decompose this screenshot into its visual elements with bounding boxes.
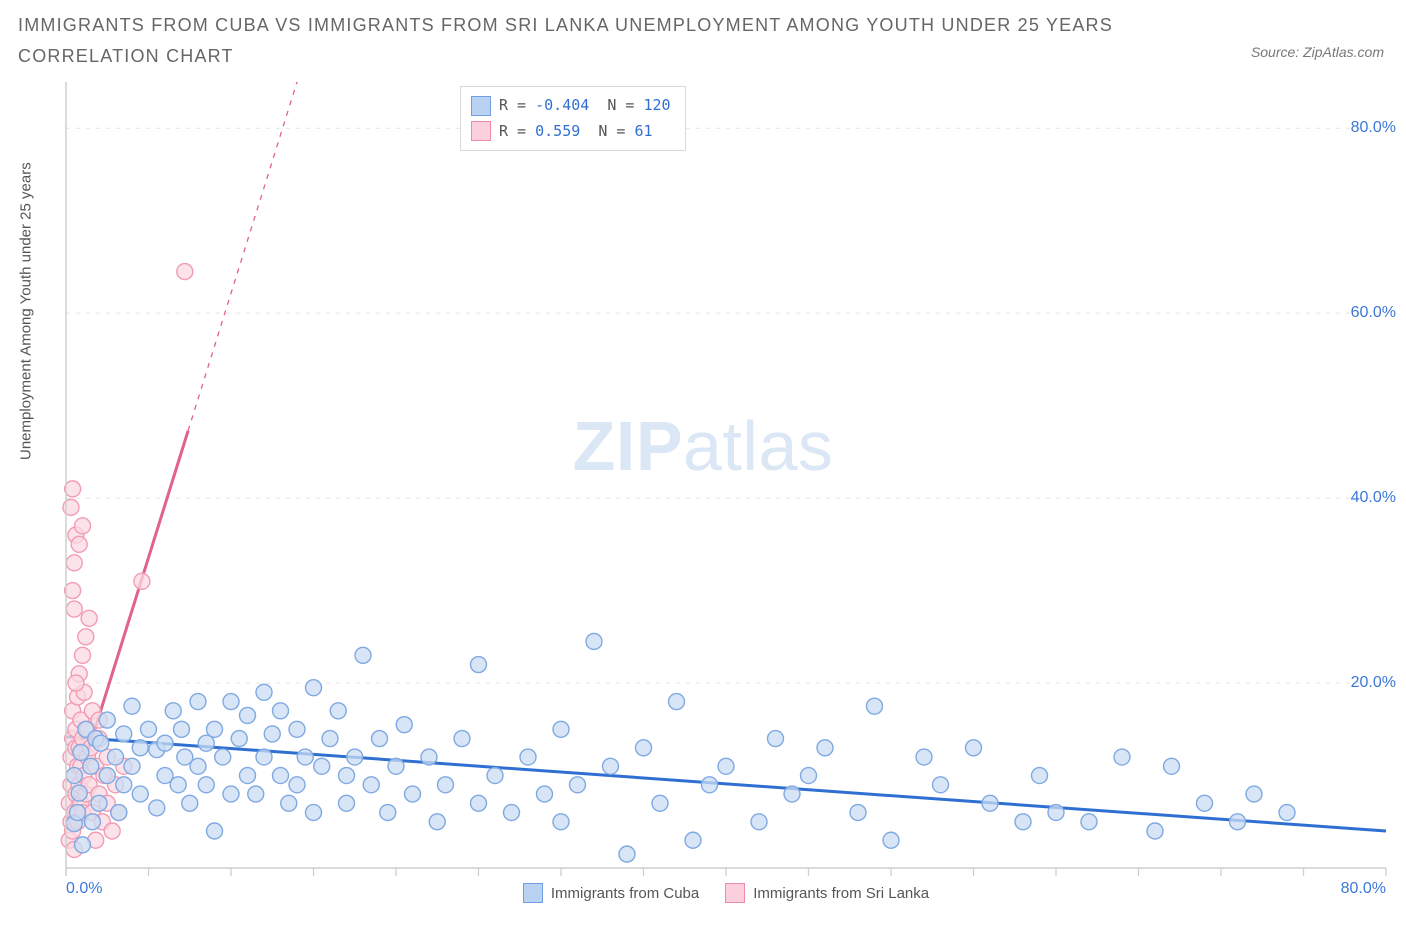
correlation-legend: R = -0.404 N = 120 R = 0.559 N = 61 bbox=[460, 86, 686, 151]
stat-text: R = -0.404 N = 120 bbox=[499, 93, 671, 119]
legend-swatch-srilanka bbox=[725, 883, 745, 903]
legend-label: Immigrants from Cuba bbox=[551, 885, 699, 902]
swatch-cuba bbox=[471, 96, 491, 116]
chart-page: IMMIGRANTS FROM CUBA VS IMMIGRANTS FROM … bbox=[0, 0, 1406, 930]
stat-row-cuba: R = -0.404 N = 120 bbox=[471, 93, 671, 119]
legend-item-cuba: Immigrants from Cuba bbox=[523, 883, 699, 903]
legend-item-srilanka: Immigrants from Sri Lanka bbox=[725, 883, 929, 903]
legend-label: Immigrants from Sri Lanka bbox=[753, 885, 929, 902]
y-tick-label: 20.0% bbox=[1351, 674, 1396, 692]
y-axis-ticklabels: 20.0% 40.0% 60.0% 80.0% bbox=[1336, 82, 1396, 868]
legend-swatch-cuba bbox=[523, 883, 543, 903]
y-tick-label: 60.0% bbox=[1351, 304, 1396, 322]
series-legend: Immigrants from Cuba Immigrants from Sri… bbox=[66, 878, 1386, 908]
page-title: IMMIGRANTS FROM CUBA VS IMMIGRANTS FROM … bbox=[18, 10, 1246, 71]
scatter-plot bbox=[66, 82, 1386, 868]
y-axis-label: Unemployment Among Youth under 25 years bbox=[18, 162, 35, 460]
y-tick-label: 40.0% bbox=[1351, 489, 1396, 507]
y-tick-label: 80.0% bbox=[1351, 119, 1396, 137]
stat-text: R = 0.559 N = 61 bbox=[499, 119, 653, 145]
source-credit: Source: ZipAtlas.com bbox=[1251, 44, 1384, 60]
swatch-srilanka bbox=[471, 121, 491, 141]
stat-row-srilanka: R = 0.559 N = 61 bbox=[471, 119, 671, 145]
